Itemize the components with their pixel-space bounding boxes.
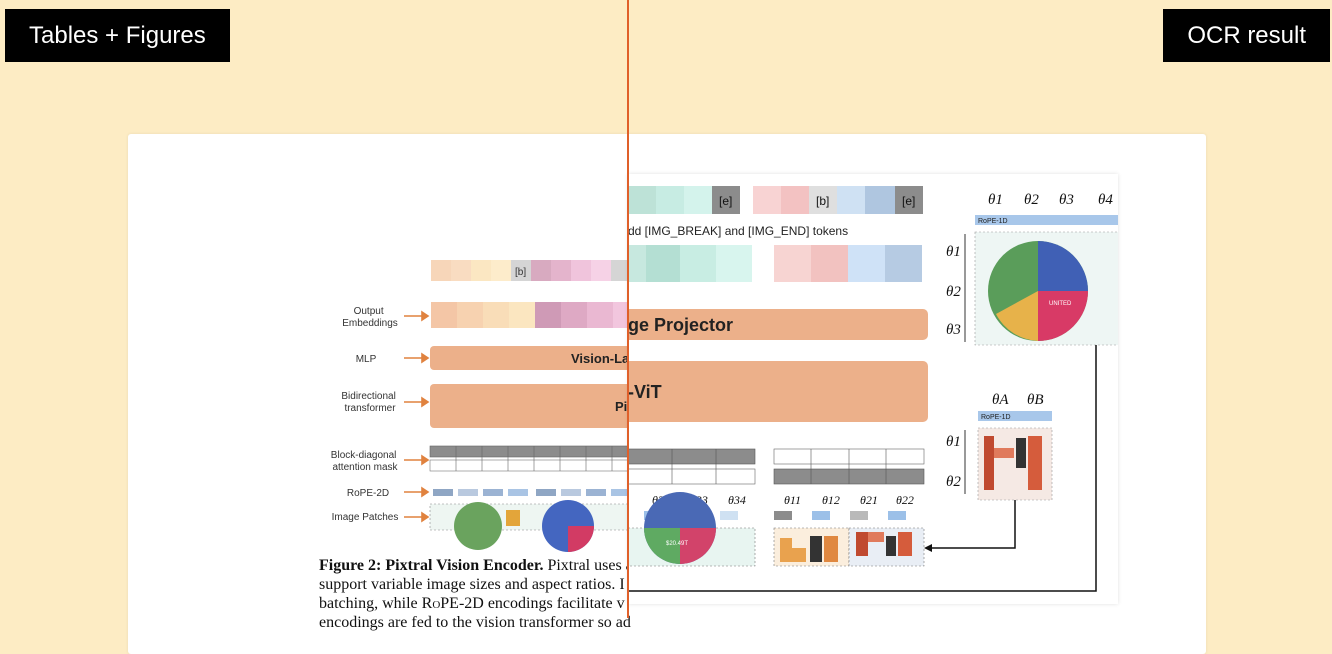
token-note: dd [IMG_BREAK] and [IMG_END] tokens: [628, 224, 848, 238]
image-patches-left: [429, 500, 641, 552]
output-token-strip: [b]: [431, 260, 631, 281]
ocr-image-patches: $20.49T: [627, 492, 925, 567]
theta-b: θB: [1027, 392, 1044, 408]
token-e-1: [e]: [719, 194, 732, 208]
document-page: [b] Vision-La Pi: [128, 134, 1206, 654]
mlp-block-label: Vision-La: [571, 351, 630, 366]
rope-small-grid: θA θB θ1 θ2 RoPE-1D: [946, 392, 1053, 501]
theta-small-1: θ1: [946, 434, 961, 450]
rope-2d-label: RoPE-2D: [347, 488, 389, 499]
caption-line-4: encodings are fed to the vision transfor…: [319, 614, 631, 631]
theta-a: θA: [992, 392, 1009, 408]
caption-line-1: Pixtral uses a: [543, 557, 633, 574]
theta-top-3: θ3: [1059, 192, 1074, 208]
ocr-top-token-strip: [e] [b] [e]: [628, 186, 923, 214]
image-patches-label: Image Patches: [332, 512, 399, 523]
theta-11: θ11: [784, 493, 801, 507]
theta-side-2: θ2: [946, 284, 961, 300]
rope-1d-grid: θ1 θ2 θ3 θ4 RoPE-1D UNITED θ1 θ2 θ3: [946, 192, 1126, 346]
transformer-block: [430, 384, 640, 428]
ocr-figure-crop: [e] [b] [e] dd [IMG_BREAK] and [IMG_END]…: [618, 174, 1126, 604]
mlp-block: [430, 346, 640, 370]
theta-side-3: θ3: [946, 322, 961, 338]
rope-2d-strip: [433, 489, 631, 496]
rope-1d-label: RoPE-1D: [978, 218, 1008, 225]
output-embeddings-row: [431, 302, 639, 328]
caption-title: Figure 2: Pixtral Vision Encoder.: [319, 557, 544, 574]
caption-line-3-sc: RoPE: [421, 595, 459, 612]
projector-block: [618, 309, 928, 340]
vit-label: -ViT: [628, 382, 662, 402]
figure-caption: Figure 2: Pixtral Vision Encoder. Pixtra…: [319, 556, 639, 632]
token-b-2: [b]: [816, 194, 829, 208]
bidirectional-transformer-label: Bidirectional transformer: [341, 391, 398, 414]
theta-21: θ21: [860, 493, 878, 507]
caption-line-3-post: -2D encodings facilitate v: [458, 595, 625, 612]
output-embeddings-label: Output Embeddings: [342, 306, 398, 329]
vit-block: [618, 361, 928, 422]
theta-top-2: θ2: [1024, 192, 1039, 208]
ocr-connectors: [628, 345, 1097, 592]
split-divider[interactable]: [627, 0, 629, 618]
pie-label-right: UNITED: [1049, 301, 1072, 307]
theta-small-2: θ2: [946, 474, 961, 490]
token-b-label: [b]: [515, 267, 526, 278]
theta-side-1: θ1: [946, 244, 961, 260]
caption-line-2: support variable image sizes and aspect …: [319, 576, 625, 593]
vision-encoder-figure: [b] Vision-La Pi: [331, 260, 641, 552]
token-e-2: [e]: [902, 194, 915, 208]
tables-figures-label: Tables + Figures: [5, 9, 230, 62]
theta-12: θ12: [822, 493, 840, 507]
theta-22: θ22: [896, 493, 914, 507]
block-diagonal-label: Block-diagonal attention mask: [331, 450, 399, 473]
ocr-attention-masks: [627, 448, 925, 485]
mlp-label: MLP: [356, 354, 377, 365]
transformer-block-label: Pi: [615, 399, 627, 414]
theta-top-1: θ1: [988, 192, 1003, 208]
ocr-embeddings-row: [628, 245, 922, 282]
caption-line-3-pre: batching, while: [319, 595, 422, 612]
attention-mask: [429, 445, 641, 472]
ocr-result-label: OCR result: [1163, 9, 1330, 62]
theta-top-4: θ4: [1098, 192, 1113, 208]
projector-label: ge Projector: [628, 315, 733, 335]
rope-1d-small-label: RoPE-1D: [981, 414, 1011, 421]
theta-34: θ34: [728, 493, 746, 507]
row-labels: Output Embeddings MLP Bidirectional tran…: [331, 306, 430, 523]
pie-value-text: $20.49T: [666, 541, 688, 547]
